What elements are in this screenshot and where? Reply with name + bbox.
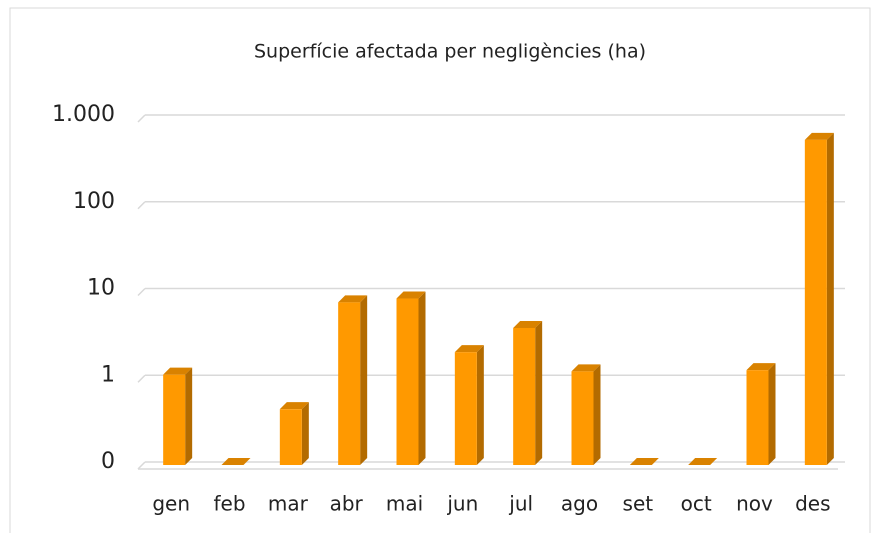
bar-top bbox=[221, 458, 251, 465]
bar bbox=[279, 409, 302, 465]
x-tick-label: set bbox=[623, 492, 654, 516]
bar-top bbox=[279, 402, 309, 410]
bar-top bbox=[688, 458, 718, 465]
grid-edge bbox=[137, 287, 146, 297]
grid-edge bbox=[137, 201, 146, 210]
y-tick-label: 10 bbox=[87, 276, 115, 301]
x-tick-label: jun bbox=[446, 492, 478, 516]
bar-side bbox=[418, 291, 426, 465]
bar-side bbox=[593, 364, 601, 465]
bar-top bbox=[629, 458, 659, 465]
bar-top bbox=[454, 345, 484, 353]
bar bbox=[804, 139, 827, 465]
bar bbox=[454, 352, 477, 465]
bar-top bbox=[163, 367, 193, 375]
grid-edge bbox=[137, 374, 146, 383]
bar-side bbox=[768, 363, 776, 465]
y-tick-label: 0 bbox=[101, 449, 115, 474]
x-tick-label: gen bbox=[152, 492, 190, 516]
bar-side bbox=[301, 402, 309, 465]
bar-top bbox=[338, 295, 368, 303]
bar bbox=[513, 327, 536, 465]
bar-top bbox=[513, 320, 543, 328]
chart-frame bbox=[9, 7, 871, 533]
bar-side bbox=[185, 367, 193, 465]
bar-side bbox=[535, 320, 543, 465]
x-tick-label: ago bbox=[561, 492, 598, 516]
bar bbox=[163, 374, 186, 465]
bar bbox=[396, 298, 419, 465]
bar bbox=[746, 370, 769, 465]
x-tick-label: mar bbox=[268, 492, 309, 516]
bar bbox=[571, 371, 594, 465]
x-tick-label: oct bbox=[681, 492, 712, 516]
bar-side bbox=[360, 295, 368, 465]
bar-top bbox=[396, 291, 426, 299]
bar-top bbox=[571, 364, 601, 372]
x-tick-label: feb bbox=[213, 492, 245, 516]
chart-title: Superfície afectada per negligències (ha… bbox=[254, 41, 646, 63]
y-tick-label: 1 bbox=[101, 362, 115, 387]
bar-top bbox=[804, 132, 834, 140]
bar-top bbox=[746, 363, 776, 371]
x-tick-label: nov bbox=[736, 492, 773, 516]
y-tick-label: 100 bbox=[73, 189, 115, 214]
grid-edge bbox=[137, 461, 146, 470]
bar-side bbox=[826, 132, 834, 465]
x-tick-label: jul bbox=[508, 492, 533, 516]
bar bbox=[338, 302, 361, 465]
y-tick-label: 1.000 bbox=[52, 102, 115, 127]
bar-side bbox=[476, 345, 484, 465]
grid-edge bbox=[137, 114, 146, 123]
x-tick-label: abr bbox=[330, 492, 364, 516]
x-tick-label: mai bbox=[386, 492, 423, 516]
x-tick-label: des bbox=[795, 492, 830, 516]
